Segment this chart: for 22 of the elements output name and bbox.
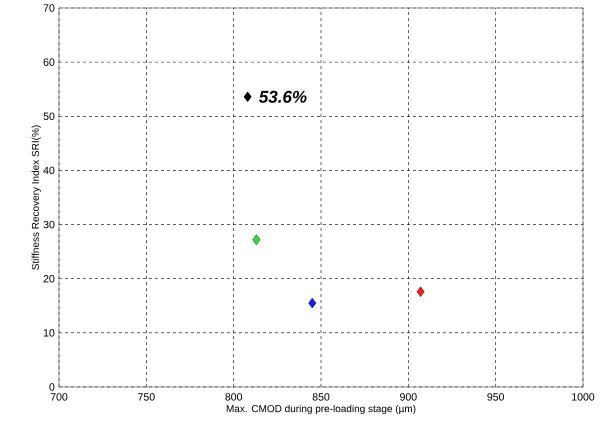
y-tick-label: 40 xyxy=(43,166,54,174)
y-tick-label: 0 xyxy=(49,383,54,391)
y-tick-label: 20 xyxy=(44,274,54,282)
point xyxy=(416,286,425,297)
x-tick-label: 1000 xyxy=(572,393,594,401)
x-tick-label: 800 xyxy=(225,393,242,401)
y-tick-label: 50 xyxy=(44,112,54,120)
point xyxy=(244,92,252,102)
annotation: 53.6% xyxy=(259,90,307,103)
x-tick-label: 850 xyxy=(312,393,330,401)
y-tick-label: 30 xyxy=(44,220,54,228)
x-axis-title: Max. CMOD during pre-loading stage (µm) xyxy=(226,404,416,414)
x-tick-label: 700 xyxy=(50,393,68,401)
point xyxy=(308,298,316,308)
y-tick-label: 60 xyxy=(44,58,54,66)
point xyxy=(252,234,260,245)
x-tick-label: 950 xyxy=(487,393,504,401)
x-tick-label: 750 xyxy=(138,393,155,401)
y-tick-label: 10 xyxy=(44,329,54,337)
y-tick-label: 70 xyxy=(44,4,54,12)
x-tick-label: 900 xyxy=(400,393,417,401)
y-axis-title: Stiffness Recovery Index SRI(%) xyxy=(32,125,41,270)
